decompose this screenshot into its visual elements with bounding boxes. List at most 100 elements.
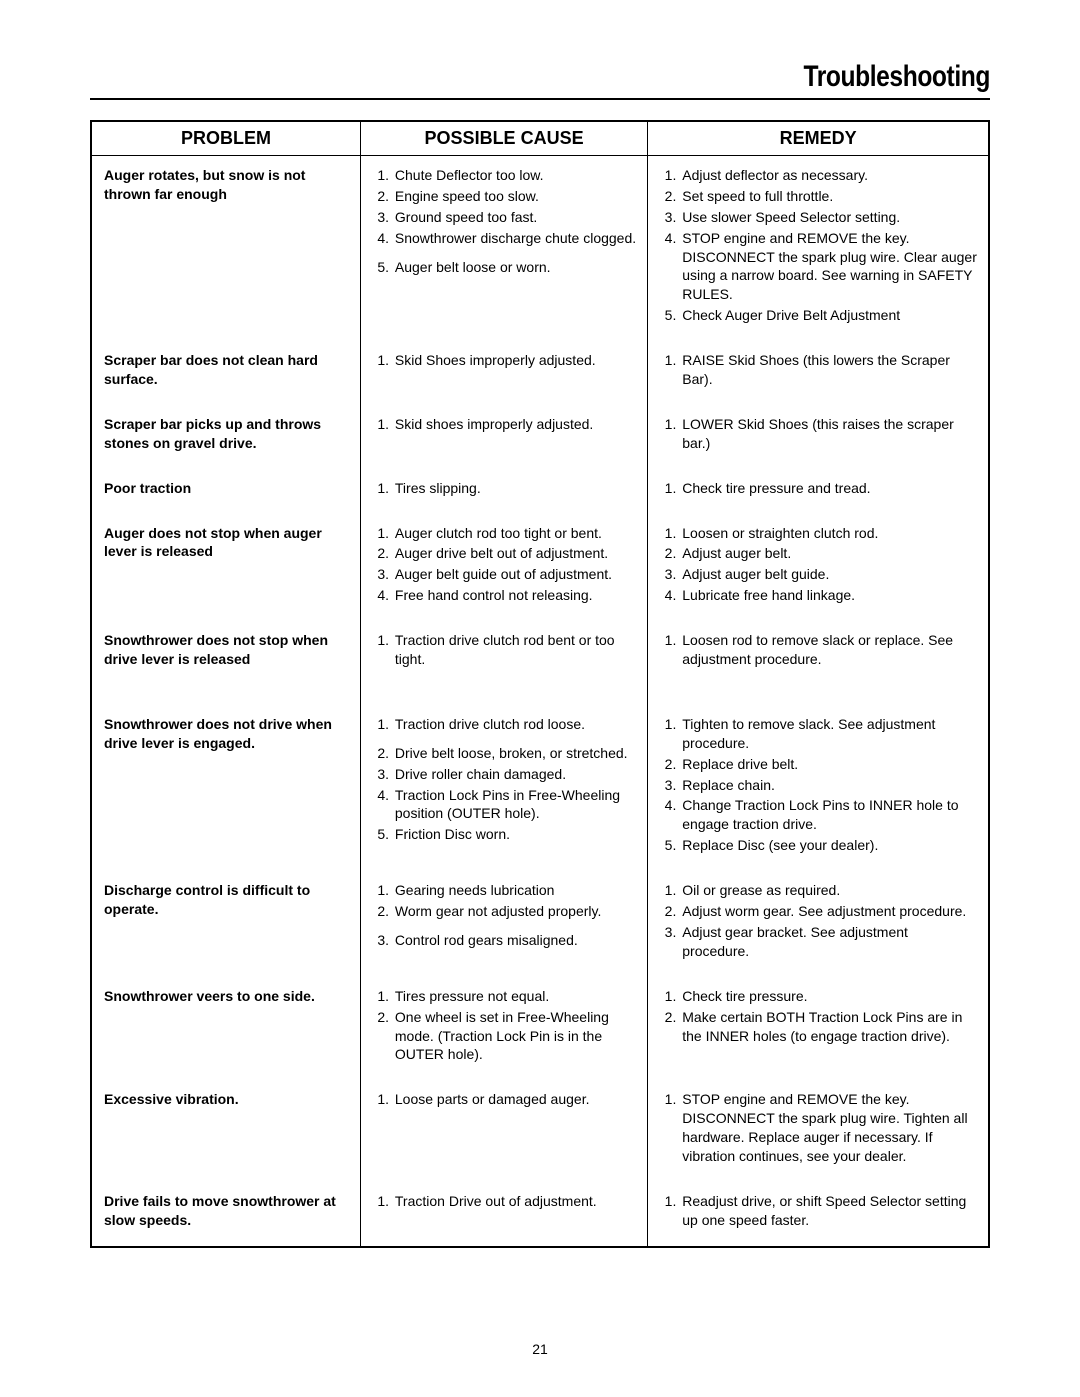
remedy-item: Adjust deflector as necessary.: [680, 166, 978, 185]
cause-item: Auger drive belt out of adjustment.: [393, 544, 637, 563]
cause-item: Tires slipping.: [393, 479, 637, 498]
table-row: Drive fails to move snowthrower at slow …: [91, 1182, 989, 1247]
remedy-item: STOP engine and REMOVE the key. DISCONNE…: [680, 1090, 978, 1166]
cause-item: Snowthrower discharge chute clogged.: [393, 229, 637, 248]
remedy-item: Replace drive belt.: [680, 755, 978, 774]
problem-cell: Scraper bar does not clean hard surface.: [91, 341, 360, 405]
problem-cell: Auger rotates, but snow is not thrown fa…: [91, 156, 360, 342]
problem-cell: Snowthrower does not stop when drive lev…: [91, 621, 360, 705]
cause-cell: Loose parts or damaged auger.: [360, 1080, 647, 1182]
problem-text: Drive fails to move snowthrower at slow …: [104, 1193, 336, 1228]
remedy-item: Use slower Speed Selector setting.: [680, 208, 978, 227]
remedy-item: Adjust auger belt.: [680, 544, 978, 563]
table-row: Snowthrower does not drive when drive le…: [91, 705, 989, 871]
problem-cell: Snowthrower does not drive when drive le…: [91, 705, 360, 871]
problem-cell: Scraper bar picks up and throws stones o…: [91, 405, 360, 469]
remedy-item: RAISE Skid Shoes (this lowers the Scrape…: [680, 351, 978, 389]
remedy-list: Loosen rod to remove slack or replace. S…: [660, 631, 978, 669]
problem-text: Discharge control is difficult to operat…: [104, 882, 310, 917]
col-header-remedy: REMEDY: [648, 121, 989, 156]
remedy-item: Adjust worm gear. See adjustment procedu…: [680, 902, 978, 921]
remedy-item: Set speed to full throttle.: [680, 187, 978, 206]
cause-item: Traction drive clutch rod loose.: [393, 715, 637, 734]
cause-item: Chute Deflector too low.: [393, 166, 637, 185]
remedy-item: LOWER Skid Shoes (this raises the scrape…: [680, 415, 978, 453]
cause-cell: Skid shoes improperly adjusted.: [360, 405, 647, 469]
table-row: Snowthrower does not stop when drive lev…: [91, 621, 989, 705]
problem-text: Excessive vibration.: [104, 1091, 239, 1107]
cause-list: Loose parts or damaged auger.: [373, 1090, 637, 1109]
troubleshooting-table: PROBLEM POSSIBLE CAUSE REMEDY Auger rota…: [90, 120, 990, 1248]
remedy-cell: Adjust deflector as necessary. Set speed …: [648, 156, 989, 342]
remedy-cell: Loosen or straighten clutch rod.Adjust a…: [648, 514, 989, 622]
cause-item: Auger belt loose or worn.: [393, 258, 637, 277]
remedy-item: Check tire pressure.: [680, 987, 978, 1006]
remedy-list: STOP engine and REMOVE the key. DISCONNE…: [660, 1090, 978, 1166]
problem-cell: Auger does not stop when auger lever is …: [91, 514, 360, 622]
remedy-item: Adjust auger belt guide.: [680, 565, 978, 584]
cause-item: Worm gear not adjusted properly.: [393, 902, 637, 921]
cause-item: Skid Shoes improperly adjusted.: [393, 351, 637, 370]
cause-item: Drive belt loose, broken, or stretched.: [393, 744, 637, 763]
remedy-item: Make certain BOTH Traction Lock Pins are…: [680, 1008, 978, 1046]
col-header-problem: PROBLEM: [91, 121, 360, 156]
cause-item: Engine speed too slow.: [393, 187, 637, 206]
cause-list: Traction Drive out of adjustment.: [373, 1192, 637, 1211]
cause-item: One wheel is set in Free-Wheeling mode. …: [393, 1008, 637, 1065]
remedy-cell: Readjust drive, or shift Speed Selector …: [648, 1182, 989, 1247]
remedy-item: Replace Disc (see your dealer).: [680, 836, 978, 855]
remedy-cell: Oil or grease as required.Adjust worm ge…: [648, 871, 989, 977]
problem-text: Snowthrower does not stop when drive lev…: [104, 632, 328, 667]
cause-list: Auger clutch rod too tight or bent.Auger…: [373, 524, 637, 606]
remedy-item: Check Auger Drive Belt Adjustment: [680, 306, 978, 325]
cause-cell: Chute Deflector too low. Engine speed too…: [360, 156, 647, 342]
table-row: Auger rotates, but snow is not thrown fa…: [91, 156, 989, 342]
cause-item: Auger clutch rod too tight or bent.: [393, 524, 637, 543]
table-row: Scraper bar does not clean hard surface.…: [91, 341, 989, 405]
cause-cell: Traction Drive out of adjustment.: [360, 1182, 647, 1247]
cause-list: Traction drive clutch rod bent or too ti…: [373, 631, 637, 669]
remedy-list: Check tire pressure. Make certain BOTH Tr…: [660, 987, 978, 1046]
problem-cell: Excessive vibration.: [91, 1080, 360, 1182]
problem-cell: Poor traction: [91, 469, 360, 514]
cause-list: Skid shoes improperly adjusted.: [373, 415, 637, 434]
table-header-row: PROBLEM POSSIBLE CAUSE REMEDY: [91, 121, 989, 156]
problem-cell: Discharge control is difficult to operat…: [91, 871, 360, 977]
page-number: 21: [0, 1341, 1080, 1357]
cause-list: Tires slipping.: [373, 479, 637, 498]
cause-item: Control rod gears misaligned.: [393, 931, 637, 950]
table-body: Auger rotates, but snow is not thrown fa…: [91, 156, 989, 1247]
problem-text: Snowthrower veers to one side.: [104, 988, 315, 1004]
cause-item: Auger belt guide out of adjustment.: [393, 565, 637, 584]
cause-item: Traction Drive out of adjustment.: [393, 1192, 637, 1211]
remedy-item: Change Traction Lock Pins to INNER hole …: [680, 796, 978, 834]
table-row: Scraper bar picks up and throws stones o…: [91, 405, 989, 469]
cause-item: Gearing needs lubrication: [393, 881, 637, 900]
remedy-item: Readjust drive, or shift Speed Selector …: [680, 1192, 978, 1230]
table-row: Excessive vibration. Loose parts or damag…: [91, 1080, 989, 1182]
cause-item: Skid shoes improperly adjusted.: [393, 415, 637, 434]
cause-list: Skid Shoes improperly adjusted.: [373, 351, 637, 370]
cause-item: Ground speed too fast.: [393, 208, 637, 227]
remedy-cell: RAISE Skid Shoes (this lowers the Scrape…: [648, 341, 989, 405]
problem-cell: Snowthrower veers to one side.: [91, 977, 360, 1081]
remedy-list: Loosen or straighten clutch rod.Adjust a…: [660, 524, 978, 606]
page-title: Troubleshooting: [252, 60, 990, 94]
cause-list: Chute Deflector too low. Engine speed too…: [373, 166, 637, 276]
cause-cell: Traction drive clutch rod loose. Drive be…: [360, 705, 647, 871]
problem-text: Auger does not stop when auger lever is …: [104, 525, 322, 560]
cause-list: Gearing needs lubrication Worm gear not a…: [373, 881, 637, 950]
remedy-item: Lubricate free hand linkage.: [680, 586, 978, 605]
cause-item: Friction Disc worn.: [393, 825, 637, 844]
problem-cell: Drive fails to move snowthrower at slow …: [91, 1182, 360, 1247]
remedy-item: STOP engine and REMOVE the key. DISCONNE…: [680, 229, 978, 305]
remedy-cell: Check tire pressure and tread.: [648, 469, 989, 514]
remedy-list: LOWER Skid Shoes (this raises the scrape…: [660, 415, 978, 453]
cause-item: Traction drive clutch rod bent or too ti…: [393, 631, 637, 669]
cause-item: Tires pressure not equal.: [393, 987, 637, 1006]
problem-text: Scraper bar picks up and throws stones o…: [104, 416, 321, 451]
remedy-item: Tighten to remove slack. See adjustment …: [680, 715, 978, 753]
table-row: Snowthrower veers to one side. Tires pres…: [91, 977, 989, 1081]
cause-cell: Skid Shoes improperly adjusted.: [360, 341, 647, 405]
remedy-item: Check tire pressure and tread.: [680, 479, 978, 498]
